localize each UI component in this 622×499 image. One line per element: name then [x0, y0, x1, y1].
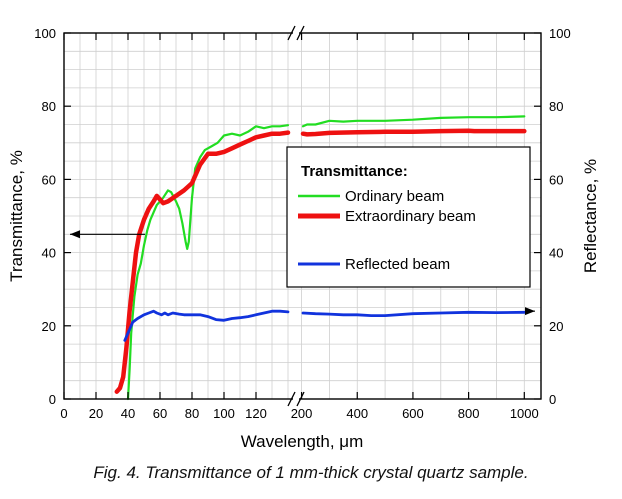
arrow-head-right: [525, 307, 535, 316]
y-tick-label-right: 60: [549, 172, 563, 187]
x-axis-label: Wavelength, μm: [241, 432, 364, 451]
y-tick-label-left: 100: [34, 26, 56, 41]
x-tick-label: 120: [245, 406, 267, 421]
y-tick-label-right: 40: [549, 246, 563, 261]
x-tick-label: 0: [60, 406, 67, 421]
gridlines: [64, 33, 541, 399]
x-tick-label: 20: [89, 406, 103, 421]
legend: Transmittance: Ordinary beam Extraordina…: [286, 146, 531, 288]
legend-entry-reflected: Reflected beam: [345, 256, 450, 273]
series-line-ordinary-beam-right: [301, 115, 526, 128]
break-slash: [296, 25, 305, 41]
series-line-ordinary-beam-left: [126, 124, 290, 401]
y-tick-label-left: 20: [42, 319, 56, 334]
x-tick-label: 60: [153, 406, 167, 421]
arrow-head-left: [70, 230, 80, 239]
y-tick-label-right: 80: [549, 99, 563, 114]
figure-caption: Fig. 4. Transmittance of 1 mm-thick crys…: [93, 463, 529, 482]
x-tick-label: 400: [346, 406, 368, 421]
x-tick-label: 40: [121, 406, 135, 421]
legend-title: Transmittance:: [301, 163, 408, 180]
y-tick-label-right: 0: [549, 392, 556, 407]
x-tick-label: 80: [185, 406, 199, 421]
axis-break: [287, 25, 305, 407]
y-tick-label-left: 40: [42, 246, 56, 261]
y-tick-label-right: 20: [549, 319, 563, 334]
x-tick-label: 100: [213, 406, 235, 421]
x-tick-label: 800: [458, 406, 480, 421]
y-axis-label-right: Reflectance, %: [581, 159, 600, 273]
break-slash: [296, 391, 305, 407]
axis-arrows: [70, 230, 535, 316]
series-layer: [114, 115, 527, 401]
break-gap-bottom: [293, 393, 299, 405]
break-slash: [287, 25, 296, 41]
series-line-extraordinary-beam-right: [300, 128, 527, 137]
series-line-reflected-beam-left: [123, 309, 290, 342]
break-gap-top: [293, 27, 299, 39]
y-tick-label-right: 100: [549, 26, 571, 41]
x-tick-label: 1000: [510, 406, 539, 421]
y-axis-label-left: Transmittance, %: [7, 150, 26, 282]
y-tick-label-left: 60: [42, 172, 56, 187]
x-tick-label: 600: [402, 406, 424, 421]
plot-frame: [63, 32, 542, 400]
y-tick-label-left: 80: [42, 99, 56, 114]
series-line-extraordinary-beam-left: [114, 130, 291, 394]
break-slash: [287, 391, 296, 407]
legend-entry-extraordinary: Extraordinary beam: [345, 208, 476, 225]
y-tick-label-left: 0: [49, 392, 56, 407]
legend-entry-ordinary: Ordinary beam: [345, 188, 444, 205]
series-line-reflected-beam-right: [301, 310, 526, 317]
x-tick-label: 200: [291, 406, 313, 421]
